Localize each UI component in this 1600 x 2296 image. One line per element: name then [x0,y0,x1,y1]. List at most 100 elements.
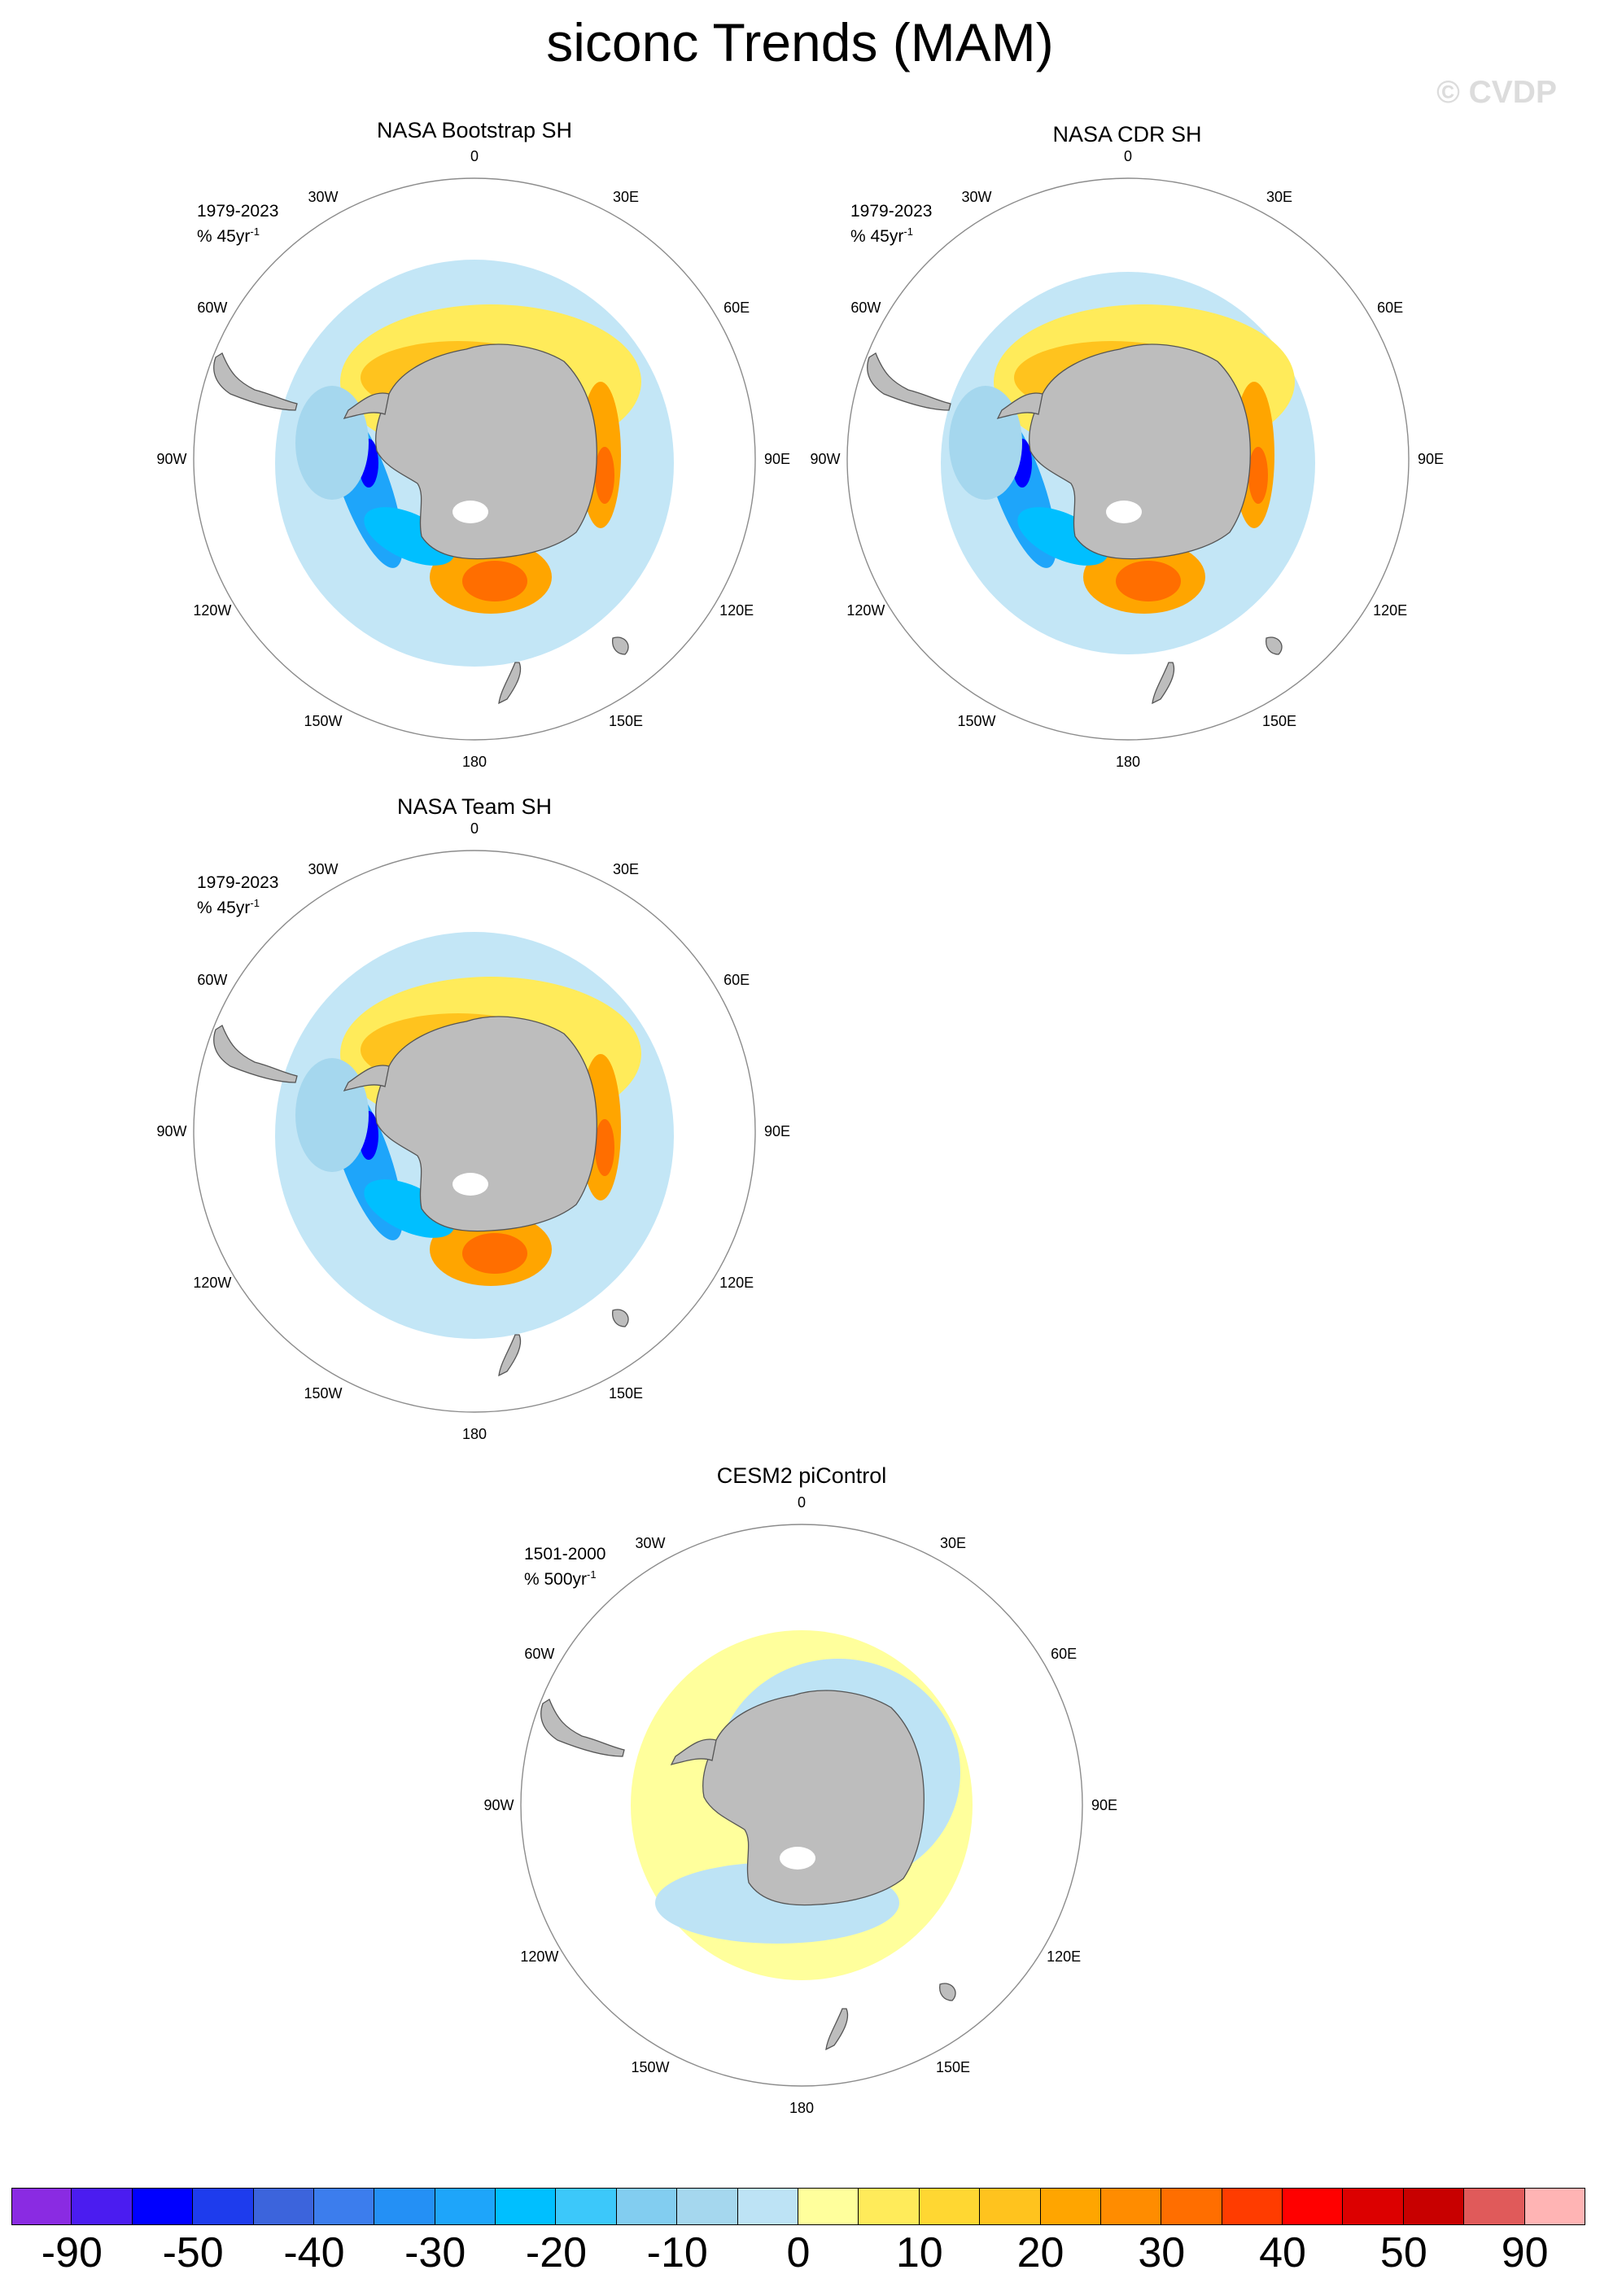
panel-3-trend-ross-core [462,1233,527,1274]
colorbar-tick-label: 90 [1501,2229,1549,2276]
colorbar-swatch [1343,2188,1404,2225]
panel-2-lon-label: 120W [846,602,885,619]
panel-3-units: % 45yr-1 [197,897,260,917]
colorbar-tick-label: 20 [1016,2229,1064,2276]
panel-4-lon-label: 150E [936,2059,970,2075]
panel-4-lon-label: 30E [940,1535,966,1551]
panel-1-units: % 45yr-1 [197,225,260,246]
colorbar-tick-label: 50 [1379,2229,1427,2276]
colorbar-tick-label: -40 [283,2229,345,2276]
panel-4-lon-label: 180 [789,2100,814,2116]
panel-3-period: 1979-2023 [197,873,279,892]
panel-1-lon-label: 150E [609,713,643,729]
panel-3-south-america [213,1025,298,1083]
panel-1-map-boundary [193,177,756,741]
panel-2-antarctic-peninsula [996,392,1043,419]
panel-1-lon-label: 60E [723,300,750,316]
panel-2-lon-label: 180 [1116,754,1140,770]
panel-4-antarctic-peninsula [670,1738,717,1765]
figure-title: siconc Trends (MAM) [546,12,1054,72]
panel-3-lon-label: 150E [609,1385,643,1402]
panel-1-tasmania [612,636,629,655]
colorbar-tick-label: -90 [41,2229,103,2276]
panel-4-ross-ice-shelf-gap [780,1847,815,1870]
panel-2-new-zealand [1152,662,1175,705]
panel-4-map-boundary [520,1524,1083,2087]
colorbar-swatch [11,2188,72,2225]
panel-3-new-zealand [498,1334,522,1377]
panel-1-trend-ross-core [462,561,527,601]
panel-3-lon-label: 120E [719,1275,754,1291]
panel-2-lon-label: 90E [1418,451,1444,467]
colorbar-tick-label: -20 [525,2229,588,2276]
panel-4-lon-label: 60W [524,1646,554,1662]
panel-1-lon-label: 60W [197,300,227,316]
panel-4-lon-label: 150W [631,2059,669,2075]
panel-3-title: NASA Team SH [396,794,553,819]
panel-3-lon-label: 0 [470,820,479,837]
panel-4-antarctica [702,1690,925,1906]
panel-3-lon-label: 180 [462,1426,487,1442]
panel-4-lon-label: 90W [483,1797,514,1813]
panel-1-lon-label: 90W [156,451,186,467]
panel-3-lon-label: 60W [197,972,227,988]
colorbar-swatch [859,2188,920,2225]
panel-2-lon-label: 150W [957,713,995,729]
panel-2-trend-ross-core [1116,561,1181,601]
panel-3-ross-ice-shelf-gap [452,1173,488,1196]
panel-2-trend-amundsen-negative [1017,507,1108,566]
panel-4-lon-label: 120E [1047,1948,1081,1965]
colorbar-tick-label: 0 [786,2229,811,2276]
panel-3-trend-east-coast-core [595,1119,614,1176]
colorbar-swatch [1403,2188,1465,2225]
panel-1-lon-label: 150W [304,713,342,729]
panel-2-trend-east-coast-core [1248,447,1268,504]
colorbar-swatch [193,2188,254,2225]
colorbar-swatch [1161,2188,1222,2225]
panel-2-tasmania [1266,636,1283,655]
panel-3-lon-label: 150W [304,1385,342,1402]
panel-4-south-america [540,1699,625,1757]
colorbar-swatch [919,2188,981,2225]
panel-2-units: % 45yr-1 [850,225,913,246]
colorbar-tick-label: -10 [646,2229,708,2276]
colorbar-swatch [72,2188,133,2225]
panel-4-period-block: 1501-2000 % 500yr-1 [524,1544,605,1590]
panel-1-lon-label: 90E [764,451,790,467]
colorbar-tick-label: 10 [895,2229,943,2276]
panel-4-new-zealand [825,2008,849,2051]
colorbar-swatch [980,2188,1041,2225]
panel-1-lon-label: 0 [470,148,479,164]
colorbar-swatch [737,2188,798,2225]
colorbar-swatch [556,2188,617,2225]
panel-1-antarctic-peninsula [343,392,390,419]
panel-2-lon-label: 120E [1373,602,1407,619]
panel-1-lon-label: 180 [462,754,487,770]
panel-3-tasmania [612,1309,629,1327]
colorbar-swatch [1283,2188,1344,2225]
panel-2-ross-ice-shelf-gap [1106,501,1142,523]
panel-1-lon-label: 120E [719,602,754,619]
colorbar-swatch [1100,2188,1162,2225]
panel-3-period-block: 1979-2023 % 45yr-1 [197,872,278,918]
cvdp-watermark: © CVDP [1436,75,1557,110]
panel-3-map-boundary [193,850,756,1413]
panel-4-lon-label: 30W [635,1535,665,1551]
colorbar-tick-label: 30 [1138,2229,1186,2276]
panel-2-antarctica [1029,343,1251,560]
panel-2-lon-label: 0 [1124,148,1132,164]
panel-3-lon-label: 30W [308,861,338,877]
panel-1-antarctica [375,343,597,560]
panel-1-period-block: 1979-2023 % 45yr-1 [197,201,278,247]
colorbar-swatch [496,2188,557,2225]
panel-2-lon-label: 60W [850,300,881,316]
panel-2-south-america [867,352,951,411]
panel-4-tasmania [939,1983,956,2001]
panel-4-lon-label: 120W [520,1948,558,1965]
panel-4-units: % 500yr-1 [524,1568,597,1589]
panel-1-period: 1979-2023 [197,202,279,221]
colorbar-tick-label: -30 [404,2229,466,2276]
